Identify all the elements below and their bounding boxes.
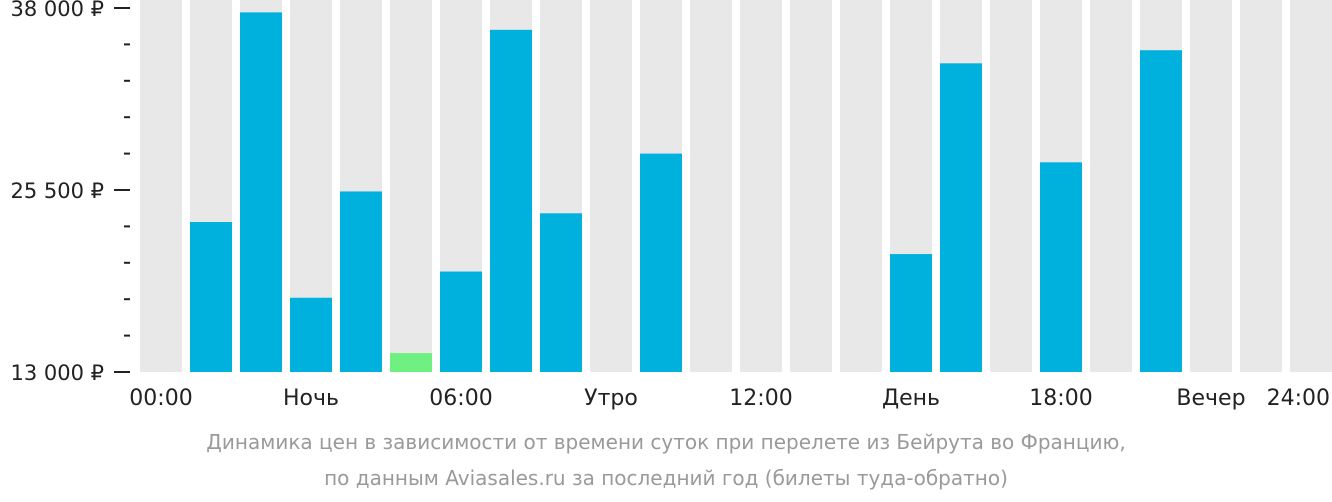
background-bar <box>790 0 832 372</box>
background-bar <box>1190 0 1232 372</box>
background-bar <box>690 0 732 372</box>
price-bar[interactable] <box>890 254 932 372</box>
price-bar[interactable] <box>340 191 382 372</box>
price-bar[interactable] <box>290 297 332 372</box>
price-bar[interactable] <box>940 63 982 372</box>
price-bar[interactable] <box>390 353 432 372</box>
background-bar <box>390 0 432 372</box>
price-bar[interactable] <box>1040 162 1082 372</box>
x-tick-label: 24:00 <box>1267 386 1330 411</box>
x-tick-label: 18:00 <box>1029 386 1092 411</box>
x-tick-label: Утро <box>584 386 638 411</box>
price-bar[interactable] <box>1140 50 1182 372</box>
price-bar[interactable] <box>490 29 532 373</box>
chart-caption-line-1: Динамика цен в зависимости от времени су… <box>206 430 1126 454</box>
background-bar <box>590 0 632 372</box>
background-bar <box>1290 0 1332 372</box>
y-tick-label: 38 000 ₽ <box>10 0 104 21</box>
price-chart: 38 000 ₽ 25 500 ₽ 13 000 ₽ 00:00 Ночь 06:00 У… <box>10 0 1332 411</box>
x-tick-label: 12:00 <box>729 386 792 411</box>
x-tick-label: 00:00 <box>129 386 192 411</box>
background-bar <box>740 0 782 372</box>
x-tick-label: Ночь <box>283 386 339 411</box>
chart-caption-line-2: по данным Aviasales.ru за последний год … <box>324 466 1008 490</box>
background-bar <box>840 0 882 372</box>
price-bar[interactable] <box>240 12 282 372</box>
background-bar <box>1090 0 1132 372</box>
x-tick-label: 06:00 <box>429 386 492 411</box>
background-bar <box>1240 0 1282 372</box>
x-tick-label: День <box>882 386 940 411</box>
price-bars <box>190 12 1182 373</box>
price-bar[interactable] <box>540 213 582 372</box>
price-bar[interactable] <box>640 153 682 372</box>
price-bar[interactable] <box>190 222 232 372</box>
price-bar[interactable] <box>440 271 482 372</box>
x-tick-label: Вечер <box>1176 386 1245 411</box>
y-tick-label: 13 000 ₽ <box>10 361 104 385</box>
background-bar <box>990 0 1032 372</box>
y-tick-label: 25 500 ₽ <box>10 179 104 203</box>
y-axis: 38 000 ₽ 25 500 ₽ 13 000 ₽ <box>10 0 130 385</box>
x-axis-labels: 00:00 Ночь 06:00 Утро 12:00 День 18:00 Вечер 24:… <box>129 386 1330 411</box>
background-bar <box>140 0 182 372</box>
